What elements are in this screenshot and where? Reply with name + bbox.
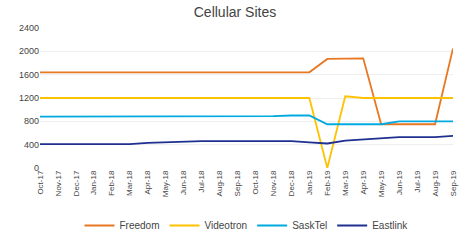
svg-text:Mar-19: Mar-19: [341, 170, 350, 196]
svg-text:Dec-17: Dec-17: [72, 170, 81, 196]
svg-text:Apr-18: Apr-18: [143, 170, 152, 195]
svg-text:Aug-18: Aug-18: [215, 170, 224, 196]
svg-text:Sep-19: Sep-19: [449, 170, 458, 196]
svg-text:May-18: May-18: [161, 170, 170, 197]
svg-text:Jul-18: Jul-18: [197, 170, 206, 192]
svg-text:Feb-19: Feb-19: [323, 170, 332, 196]
svg-text:0: 0: [34, 163, 39, 173]
svg-text:SaskTel: SaskTel: [292, 220, 327, 231]
svg-text:Sep-18: Sep-18: [233, 170, 242, 196]
svg-text:2400: 2400: [19, 23, 39, 33]
svg-text:Eastlink: Eastlink: [372, 220, 408, 231]
svg-text:Jun-19: Jun-19: [395, 170, 404, 195]
svg-text:Apr-19: Apr-19: [359, 170, 368, 195]
svg-text:Nov-17: Nov-17: [54, 170, 63, 196]
svg-text:Jun-18: Jun-18: [179, 170, 188, 195]
svg-text:400: 400: [24, 140, 39, 150]
svg-text:1600: 1600: [19, 70, 39, 80]
svg-text:Jul-19: Jul-19: [413, 170, 422, 192]
svg-text:800: 800: [24, 116, 39, 126]
svg-text:Aug-19: Aug-19: [431, 170, 440, 196]
svg-text:Dec-18: Dec-18: [287, 170, 296, 196]
svg-text:Videotron: Videotron: [205, 220, 248, 231]
svg-text:2000: 2000: [19, 46, 39, 56]
svg-text:May-19: May-19: [377, 170, 386, 197]
svg-text:Oct-18: Oct-18: [251, 170, 260, 195]
svg-text:Freedom: Freedom: [120, 220, 160, 231]
svg-text:Jan-18: Jan-18: [89, 170, 98, 195]
svg-text:1200: 1200: [19, 93, 39, 103]
svg-text:Mar-18: Mar-18: [125, 170, 134, 196]
svg-text:Oct-17: Oct-17: [36, 170, 45, 195]
svg-text:Jan-19: Jan-19: [305, 170, 314, 195]
svg-text:Cellular Sites: Cellular Sites: [194, 4, 276, 20]
svg-text:Nov-18: Nov-18: [269, 170, 278, 196]
svg-text:Feb-18: Feb-18: [107, 170, 116, 196]
